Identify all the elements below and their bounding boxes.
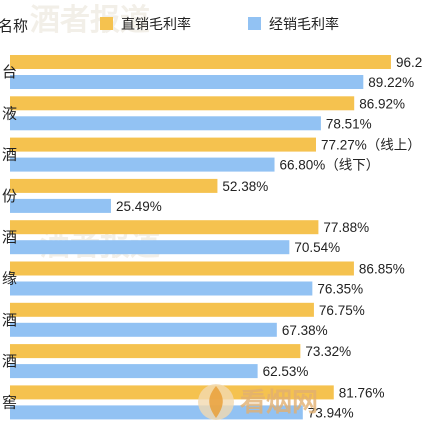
- axis-header: 名称: [0, 18, 28, 35]
- dealer-margin-bar: [10, 281, 313, 296]
- direct-margin-bar: [10, 137, 316, 152]
- direct-margin-bar: [10, 302, 314, 317]
- dealer-margin-bar: [10, 157, 275, 172]
- legend-label-direct: 直销毛利率: [121, 16, 191, 32]
- direct-margin-bar: [10, 261, 354, 276]
- category-label: 缘: [2, 271, 17, 288]
- dealer-margin-value: 66.80%（线下）: [280, 158, 380, 173]
- dealer-margin-bar: [10, 364, 258, 379]
- dealer-margin-bar: [10, 116, 321, 131]
- legend: 直销毛利率 经销毛利率: [100, 16, 339, 32]
- site-logo: 看烟网: [198, 384, 318, 420]
- direct-margin-value: 76.75%: [319, 303, 365, 318]
- dealer-margin-bar: [10, 75, 364, 89]
- direct-margin-bar: [10, 344, 301, 359]
- direct-margin-bar: [10, 178, 218, 193]
- direct-margin-value: 81.76%: [339, 385, 385, 400]
- direct-margin-value: 86.85%: [359, 262, 405, 277]
- direct-margin-value: 73.32%: [305, 344, 351, 359]
- category-label: 液: [2, 105, 17, 122]
- category-label: 酒: [2, 312, 17, 329]
- category-label: 窖: [2, 393, 17, 411]
- category-label: 酒: [2, 229, 17, 246]
- dealer-margin-bar: [10, 198, 111, 213]
- direct-margin-value: 86.92%: [359, 96, 405, 111]
- dealer-margin-value: 62.53%: [263, 364, 309, 379]
- bars-layer: [10, 55, 391, 420]
- direct-margin-value: 77.88%: [323, 220, 369, 235]
- dealer-margin-value: 89.22%: [368, 75, 414, 90]
- legend-label-dealer: 经销毛利率: [269, 16, 339, 32]
- category-label: 酒: [2, 353, 17, 370]
- direct-margin-bar: [10, 55, 391, 69]
- dealer-margin-value: 76.35%: [317, 282, 363, 297]
- dealer-margin-bar: [10, 322, 277, 337]
- logo-text: 看烟网: [240, 387, 318, 417]
- watermark-top: 酒者报道: [30, 4, 150, 37]
- dealer-margin-bar: [10, 240, 290, 255]
- dealer-margin-value: 25.49%: [116, 199, 162, 214]
- direct-margin-bar: [10, 220, 319, 235]
- category-label: 酒: [2, 147, 17, 164]
- direct-margin-value: 77.27%（线上）: [321, 138, 421, 153]
- dealer-margin-value: 70.54%: [294, 240, 340, 255]
- category-label: 台: [2, 64, 17, 81]
- direct-margin-bar: [10, 96, 355, 111]
- legend-swatch-direct: [100, 17, 113, 30]
- direct-margin-value: 52.38%: [222, 179, 268, 194]
- legend-swatch-dealer: [248, 17, 261, 30]
- dealer-margin-value: 73.94%: [308, 405, 354, 420]
- direct-margin-value: 96.2: [396, 55, 422, 70]
- direct-margin-bar: [10, 385, 334, 400]
- labels-layer: 台 96.2 89.22% 液 86.92% 78.51% 酒 77.27%（线上） 66.80…: [2, 55, 422, 420]
- dealer-margin-value: 67.38%: [282, 323, 328, 338]
- category-label: 份: [2, 188, 17, 205]
- logo-flame-shape: [209, 386, 223, 418]
- dealer-margin-value: 78.51%: [326, 116, 372, 131]
